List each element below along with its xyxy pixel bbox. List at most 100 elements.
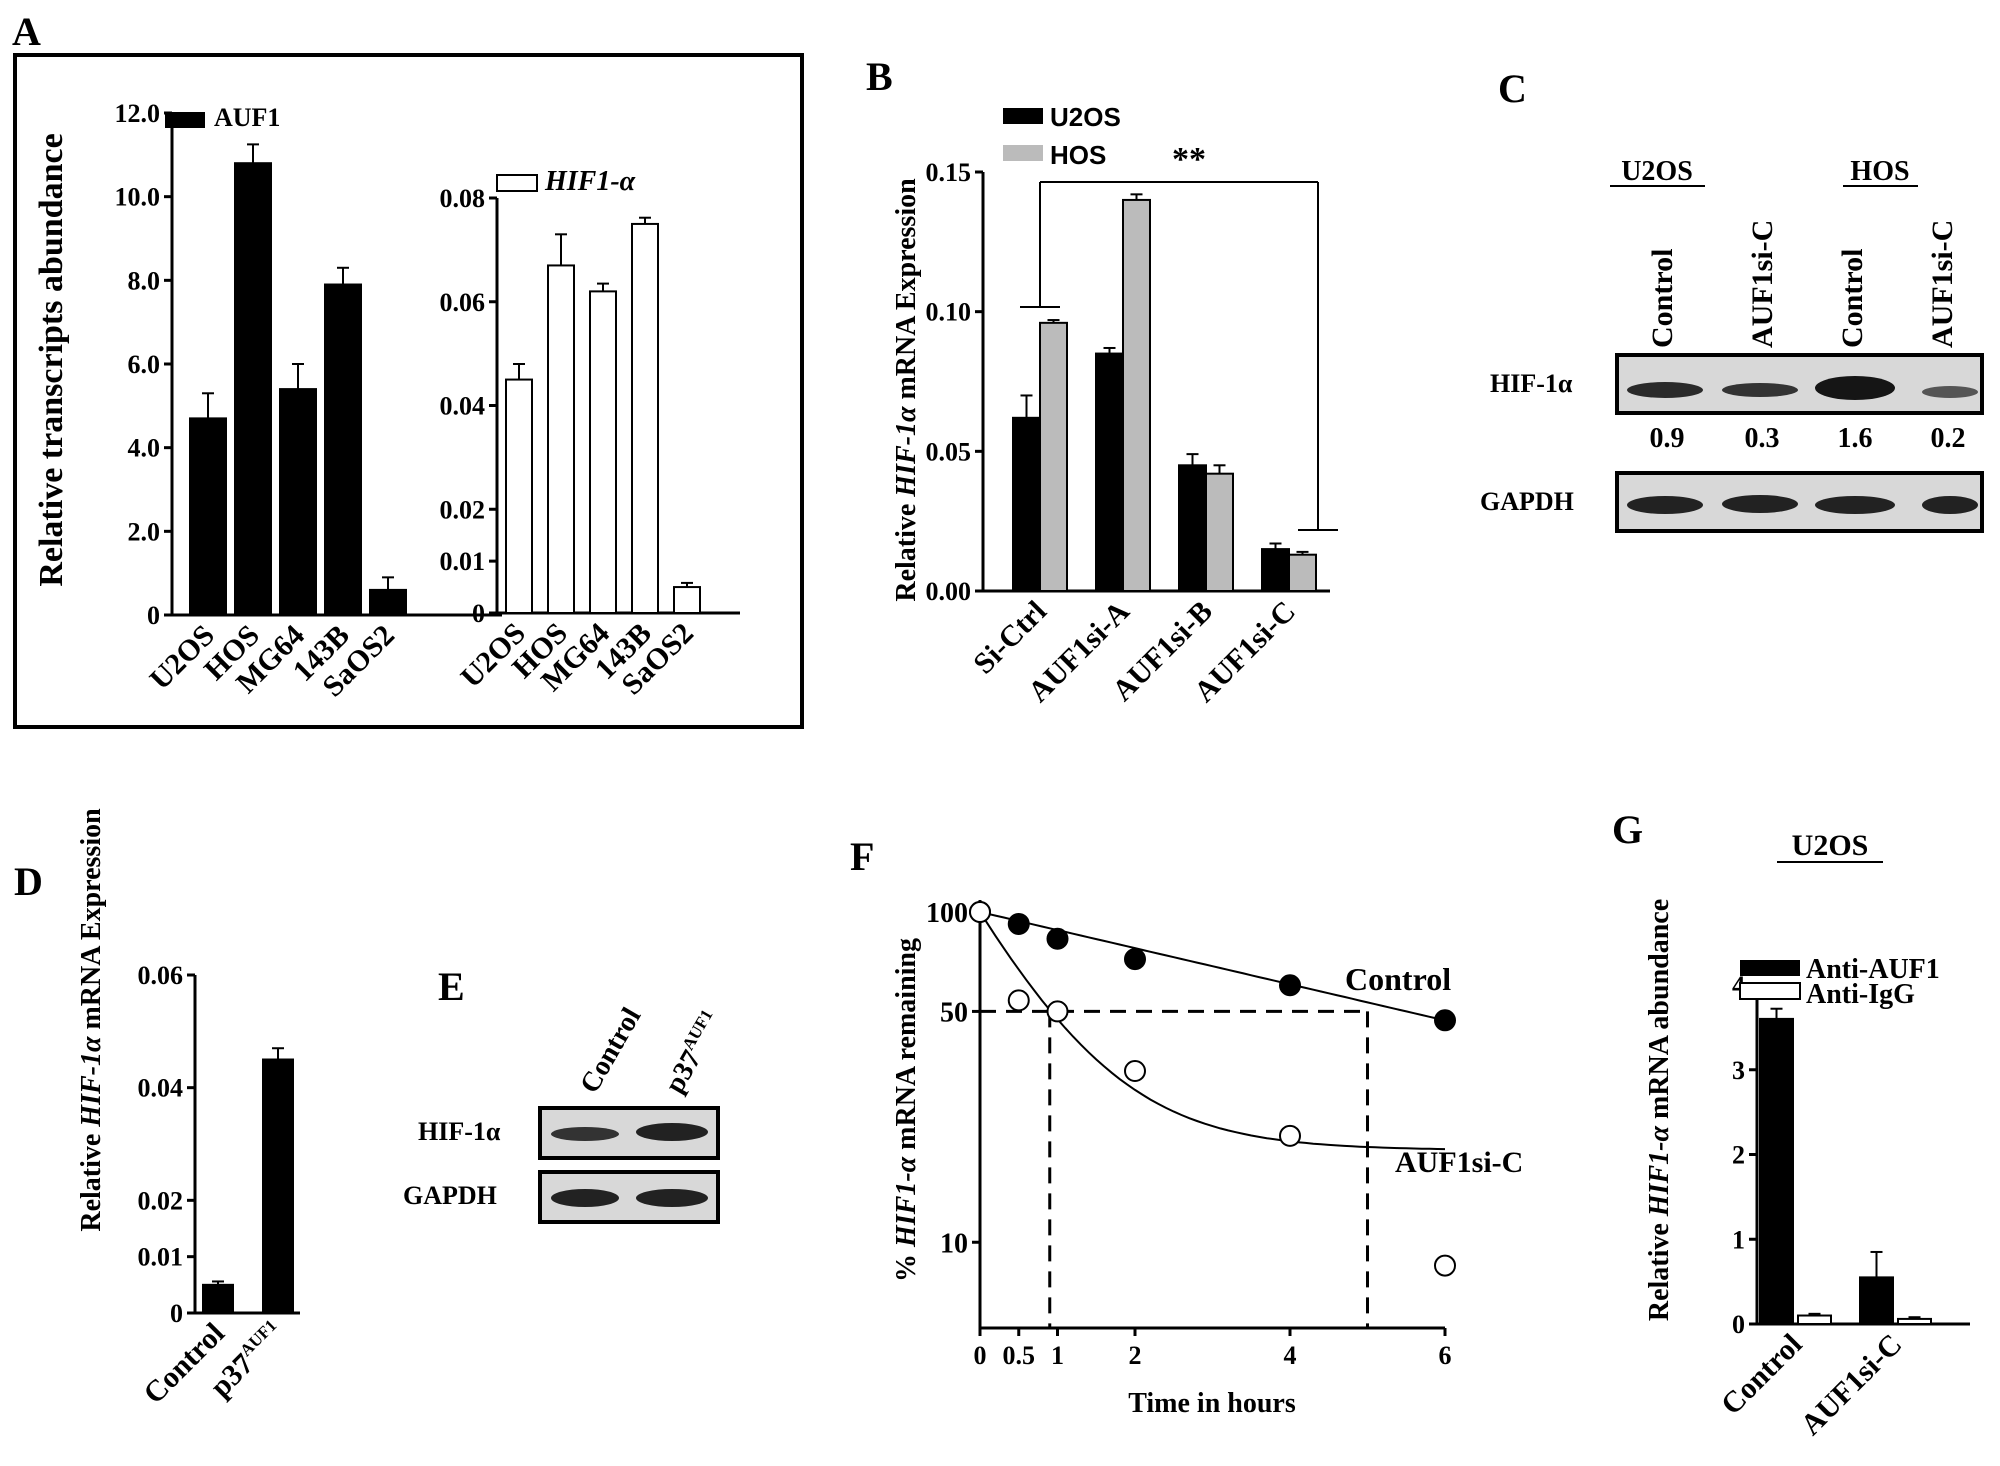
y-label-italic: HIF1-α [1644,1126,1675,1218]
blot-band [1722,495,1798,513]
y-tick-label: 3 [1732,1056,1745,1085]
blot-c-lane-label: Control [1836,249,1869,348]
panel-a-frame [13,53,804,729]
bar [1122,198,1151,593]
legend-swatch [1003,145,1043,161]
y-tick-label: 0.00 [926,577,972,606]
chart-a-hif1a: 00.010.020.040.060.08U2OSHOSMG64143BSaOS… [440,166,740,701]
y-tick-label: 0 [170,1299,183,1328]
x-tick-label: 4 [1284,1341,1297,1370]
bar [1205,472,1234,592]
y-tick-label: 100 [926,898,968,929]
data-point [1434,1254,1456,1277]
legend-label: HOS [1050,140,1106,170]
y-tick-label: 0.08 [440,184,486,213]
panel-label-b: B [866,54,893,99]
blot-c-value: 0.3 [1745,423,1780,454]
data-point [1124,948,1146,971]
bar [202,1283,234,1315]
blot-e-lane-label: p37AUF1 [657,1006,730,1098]
x-tick-label: 6 [1439,1341,1452,1370]
blot-c-lane-label: Control [1646,249,1679,348]
blot-band [1627,382,1703,398]
blot-e-row-label: HIF-1α [418,1117,501,1146]
y-label-part: mRNA Expression [891,178,922,407]
x-tick-text: AUF1si-C [1794,1328,1908,1442]
data-point [1279,1124,1301,1147]
y-tick-label: 0.04 [440,392,486,421]
x-tick-label: 0.5 [1003,1341,1036,1370]
y-label-part: mRNA abundance [1644,899,1675,1126]
y-label-italic: HIF-1α [76,1036,107,1128]
panel-label-d: D [14,859,43,904]
y-tick-label: 0.01 [440,547,486,576]
bar [1759,1017,1794,1326]
blot-band [1922,496,1978,514]
legend-swatch [165,112,205,128]
y-axis-label: Relative HIF-1α mRNA Expression [76,808,107,1232]
bar [589,290,617,614]
y-axis-label: Relative HIF-1α mRNA Expression [891,178,922,602]
blot-band [1627,496,1703,514]
y-tick-label: 0.02 [440,495,486,524]
bar [1095,352,1124,593]
y-tick-label: 12.0 [115,99,161,128]
x-tick-label: Control [1715,1328,1809,1422]
panel-label-g: G [1612,807,1643,852]
y-axis-label: Relative transcripts abundance [33,133,70,586]
data-point [1279,974,1301,997]
y-label-part: % [891,1247,922,1282]
y-axis-label: % HIF1-α mRNA remaining [891,938,922,1282]
y-tick-label: 0.06 [138,961,184,990]
bar [673,586,701,614]
y-tick-label: 0 [147,601,160,630]
legend-label: Anti-AUF1 [1806,954,1940,985]
data-point [1046,1000,1069,1023]
significance-annotation: ** [1172,141,1206,178]
x-tick-text: Control [1715,1328,1809,1422]
blot-c-row-label: GAPDH [1480,487,1574,516]
blot-c-lane-label: AUF1si-C [1746,220,1779,348]
legend-swatch [1739,982,1801,1000]
blot-e-row-label: GAPDH [403,1181,497,1210]
y-tick-label: 50 [940,997,968,1028]
data-point [1007,989,1030,1012]
panel-label-e: E [438,964,465,1009]
legend-label: AUF1 [214,103,280,132]
blot-band [1722,383,1798,397]
bar [234,162,272,616]
legend-swatch [496,174,538,192]
bar [505,378,533,614]
legend-swatch [1740,960,1800,976]
bar [1897,1317,1932,1326]
y-label-part: mRNA remaining [891,938,922,1157]
bar [1178,464,1207,592]
chart-a-auf1: 02.04.06.08.010.012.0U2OSHOSMG64143BSaOS… [33,99,502,703]
y-tick-label: 8.0 [128,266,161,295]
y-tick-label: 0.05 [926,437,972,466]
x-tick-label: 2 [1129,1341,1142,1370]
y-tick-label: 6.0 [128,350,161,379]
y-tick-label: 0.06 [440,288,486,317]
x-tick-label: Control [137,1317,231,1411]
chart-title: U2OS [1792,829,1869,862]
y-tick-label: 0.04 [138,1074,184,1103]
y-label-part: Relative [76,1127,107,1232]
blot-c-value: 1.6 [1838,423,1873,454]
bar [547,264,575,614]
bar [189,417,227,616]
y-tick-label: 1 [1732,1225,1745,1254]
y-tick-label: 4.0 [128,434,161,463]
y-label-part: mRNA Expression [76,808,107,1037]
x-tick-label: 1 [1051,1341,1064,1370]
y-tick-label: 0.15 [926,158,972,187]
chart-g: 01234ControlAUF1si-CU2OSAnti-AUF1Anti-Ig… [1644,829,1970,1442]
x-axis-label: Time in hours [1128,1388,1296,1419]
data-point [969,901,991,923]
legend-label: U2OS [1050,102,1121,132]
series-label: Control [1345,961,1451,997]
bar [1288,553,1317,592]
y-tick-label: 0.01 [138,1243,184,1272]
